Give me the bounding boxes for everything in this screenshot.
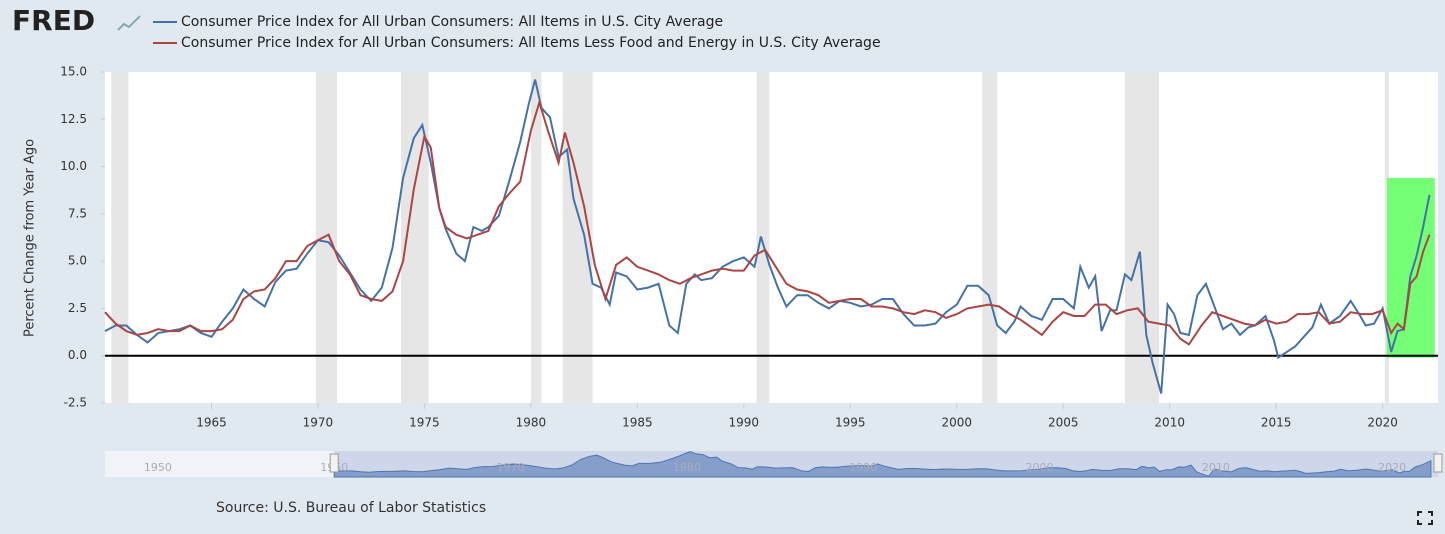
- navigator-label: 1990: [849, 461, 877, 474]
- y-tick-label: -2.5: [64, 396, 87, 410]
- recession-band: [530, 72, 542, 403]
- y-tick-label: 7.5: [68, 206, 87, 220]
- recession-band: [1124, 72, 1160, 403]
- legend-label: Consumer Price Index for All Urban Consu…: [181, 14, 723, 30]
- recession-band: [756, 72, 770, 403]
- navigator-handle[interactable]: [1433, 453, 1443, 473]
- y-axis-label: Percent Change from Year Ago: [23, 139, 38, 337]
- x-tick-label: 1975: [409, 416, 440, 430]
- y-tick-label: 5.0: [68, 254, 87, 268]
- fullscreen-icon[interactable]: [1417, 511, 1433, 525]
- x-tick-label: 1965: [196, 416, 227, 430]
- navigator-label: 1950: [144, 461, 172, 474]
- x-tick-label: 2000: [941, 416, 972, 430]
- recession-band: [400, 72, 429, 403]
- series-line: [104, 98, 1431, 346]
- plot-area: [105, 72, 1438, 403]
- legend-label: Consumer Price Index for All Urban Consu…: [181, 35, 881, 51]
- x-tick-label: 2020: [1367, 416, 1398, 430]
- x-tick-label: 2005: [1048, 416, 1079, 430]
- navigator-label: 1980: [673, 461, 701, 474]
- y-tick-label: 2.5: [68, 301, 87, 315]
- series-line: [104, 79, 1431, 394]
- x-tick-label: 2015: [1261, 416, 1292, 430]
- y-tick-label: 15.0: [60, 65, 87, 79]
- navigator-label: 2020: [1378, 461, 1406, 474]
- source: Source: U.S. Bureau of Labor Statistics: [216, 500, 486, 516]
- recession-band: [111, 72, 129, 403]
- x-tick-label: 1980: [516, 416, 547, 430]
- navigator-window: [334, 451, 1438, 477]
- navigator-area: [333, 451, 1432, 478]
- y-tick-label: 12.5: [60, 112, 87, 126]
- x-tick-label: 1970: [303, 416, 334, 430]
- recession-band: [315, 72, 338, 403]
- y-tick-label: 10.0: [60, 159, 87, 173]
- x-tick-label: 2010: [1154, 416, 1185, 430]
- navigator-label: 2010: [1202, 461, 1230, 474]
- x-tick-label: 1995: [835, 416, 866, 430]
- x-tick-label: 1990: [729, 416, 760, 430]
- recession-band: [982, 72, 998, 403]
- navigator-label: 1970: [497, 461, 525, 474]
- navigator-label: 2000: [1026, 461, 1054, 474]
- logo: FRED: [12, 4, 95, 37]
- logo-icon: [117, 15, 141, 31]
- y-tick-label: 0.0: [68, 348, 87, 362]
- navigator-handle[interactable]: [329, 453, 339, 473]
- recession-band: [562, 72, 593, 403]
- x-tick-label: 1985: [622, 416, 653, 430]
